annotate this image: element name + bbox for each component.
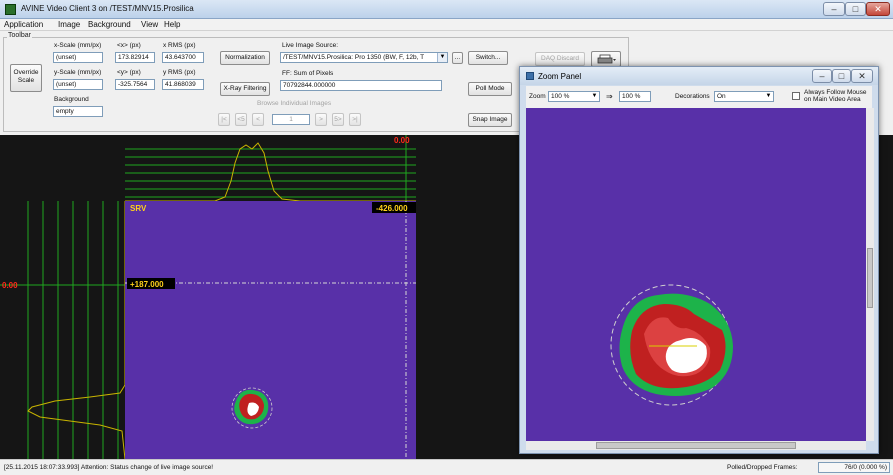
zoom-minimize-button[interactable]: – <box>812 69 832 83</box>
main-image[interactable] <box>125 201 416 459</box>
follow-mouse-checkbox[interactable] <box>792 92 800 100</box>
chevron-down-icon[interactable]: ▼ <box>591 93 598 99</box>
live-source-label: Live Image Source: <box>282 42 339 49</box>
background-field[interactable]: empty <box>53 106 103 117</box>
minimize-button[interactable]: – <box>823 2 845 16</box>
close-button[interactable]: ✕ <box>866 2 890 16</box>
zoom-horizontal-scrollbar[interactable] <box>526 441 866 450</box>
live-source-select[interactable]: /TEST/MNV15.Prosilica: Pro 1350 (BW, F, … <box>280 52 448 63</box>
x-scale-label: x-Scale (mm/px) <box>54 42 102 49</box>
cx-label: <x> (px) <box>117 42 141 49</box>
override-scale-label-2: Scale <box>17 77 35 84</box>
zoom-panel-title: Zoom Panel <box>538 72 582 81</box>
x-rms-label: x RMS (px) <box>163 42 196 49</box>
close-icon: ✕ <box>874 4 882 14</box>
status-message: [25.11.2015 18:07:33.993] Attention: Sta… <box>4 464 214 471</box>
daq-discard-button[interactable]: DAQ Discard <box>535 52 585 66</box>
horizontal-profile <box>125 135 416 202</box>
zoom-arrow: ⇒ <box>606 92 613 101</box>
zoom-vertical-scrollbar[interactable] <box>866 108 874 441</box>
maximize-icon: □ <box>852 4 859 14</box>
override-scale-label-1: Override <box>13 69 39 76</box>
zoom-label: Zoom <box>529 93 546 100</box>
zoom-hscroll-thumb[interactable] <box>596 442 796 449</box>
zoom-title-bar[interactable]: Zoom Panel – □ ✕ <box>520 67 878 85</box>
zoom-close-button[interactable]: ✕ <box>851 69 873 83</box>
zoom-panel-icon <box>526 72 534 80</box>
cx-field: 173.82914 <box>115 52 155 63</box>
decorations-select-value: On <box>717 93 726 100</box>
toolbar-caption: Toolbar <box>7 32 32 39</box>
snap-image-button[interactable]: Snap Image <box>468 113 512 127</box>
follow-mouse-label: Always Follow Mouse on Main Video Area <box>804 89 867 103</box>
switch-button[interactable]: Switch... <box>468 51 508 65</box>
cy-field: -325.7564 <box>115 79 155 90</box>
xray-filtering-button[interactable]: X-Ray Filtering <box>220 82 270 96</box>
menu-application[interactable]: Application <box>4 20 44 29</box>
first-image-button[interactable]: |< <box>218 113 230 126</box>
poll-mode-button[interactable]: Poll Mode <box>468 82 512 96</box>
zoom-panel-window[interactable]: Zoom Panel – □ ✕ Zoom 100 % ▼ ⇒ 100 % De… <box>519 66 879 454</box>
next-image-button[interactable]: > <box>315 113 327 126</box>
ff-sum-label: FF: Sum of Pixels <box>282 70 334 77</box>
chevron-down-icon[interactable]: ▼ <box>437 53 447 62</box>
frames-label: Polled/Dropped Frames: <box>727 464 798 471</box>
last-image-button[interactable]: >| <box>349 113 361 126</box>
y-marker-box <box>127 278 175 289</box>
vertical-profile <box>0 201 126 459</box>
previous-image-button[interactable]: < <box>252 113 264 126</box>
zoom-toolbar: Zoom 100 % ▼ ⇒ 100 % Decorations On ▼ Al… <box>526 86 872 108</box>
browse-images-label: Browse Individual Images <box>257 100 332 107</box>
print-icon <box>597 54 616 64</box>
menu-background[interactable]: Background <box>88 20 131 29</box>
zoom-select-value: 100 % <box>551 93 570 100</box>
x-marker-box <box>372 202 416 213</box>
y-scale-field[interactable]: (unset) <box>53 79 103 90</box>
side-readout: 0.00 <box>2 281 18 290</box>
y-marker-readout: +187.000 <box>130 280 164 289</box>
app-icon <box>5 4 16 15</box>
decorations-label: Decorations <box>675 93 710 100</box>
normalization-button[interactable]: Normalization <box>220 51 270 65</box>
override-scale-button[interactable]: Override Scale <box>10 64 42 92</box>
x-marker-readout: -426.000 <box>376 204 408 213</box>
zoom-vscroll-thumb[interactable] <box>867 248 873 308</box>
menu-view[interactable]: View <box>141 20 159 29</box>
zoom-result-field: 100 % <box>619 91 651 102</box>
ff-sum-field: 70792844.000000 <box>280 80 442 91</box>
maximize-icon: □ <box>838 71 845 81</box>
zoom-select[interactable]: 100 % <box>548 91 600 102</box>
forward-5-button[interactable]: 5> <box>332 113 344 126</box>
minimize-icon: – <box>819 71 825 81</box>
image-index-field[interactable]: 1 <box>272 114 310 125</box>
browse-source-button[interactable]: ... <box>452 52 463 64</box>
close-icon: ✕ <box>858 71 866 81</box>
x-rms-field: 43.643700 <box>162 52 204 63</box>
cy-label: <y> (px) <box>117 69 141 76</box>
zoom-video-area[interactable] <box>526 108 866 441</box>
status-bar: [25.11.2015 18:07:33.993] Attention: Sta… <box>0 459 893 475</box>
y-rms-label: y RMS (px) <box>163 69 196 76</box>
minimize-icon: – <box>831 4 837 14</box>
menu-image[interactable]: Image <box>58 20 81 29</box>
live-source-value: /TEST/MNV15.Prosilica: Pro 1350 (BW, F, … <box>283 54 425 61</box>
print-button[interactable] <box>591 51 621 67</box>
srv-label: SRV <box>130 204 147 213</box>
decorations-select[interactable]: On <box>714 91 774 102</box>
zoom-maximize-button[interactable]: □ <box>832 69 851 83</box>
chevron-down-icon[interactable]: ▼ <box>765 93 772 99</box>
menu-bar: Application Image Background View Help <box>0 19 893 31</box>
title-bar: AVINE Video Client 3 on /TEST/MNV15.Pros… <box>0 0 893 19</box>
window-title: AVINE Video Client 3 on /TEST/MNV15.Pros… <box>21 4 194 13</box>
background-label: Background <box>54 96 89 103</box>
y-scale-label: y-Scale (mm/px) <box>54 69 102 76</box>
x-scale-field[interactable]: (unset) <box>53 52 103 63</box>
frames-value: 76/0 (0.000 %) <box>818 462 890 473</box>
y-rms-field: 41.868039 <box>162 79 204 90</box>
back-5-button[interactable]: <5 <box>235 113 247 126</box>
maximize-button[interactable]: □ <box>845 2 866 16</box>
menu-help[interactable]: Help <box>164 20 181 29</box>
top-readout: 0.00 <box>394 136 410 145</box>
